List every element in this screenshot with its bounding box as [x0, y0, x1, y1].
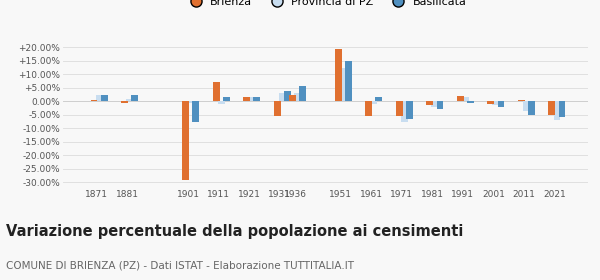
Bar	[294, 93, 301, 101]
Bar	[213, 82, 220, 101]
Bar	[95, 95, 103, 101]
Bar	[335, 49, 341, 101]
Bar	[365, 101, 372, 116]
Bar	[457, 96, 464, 101]
Bar	[376, 97, 382, 101]
Text: Variazione percentuale della popolazione ai censimenti: Variazione percentuale della popolazione…	[6, 224, 463, 239]
Bar	[121, 101, 128, 103]
Bar	[518, 100, 525, 101]
Bar	[289, 95, 296, 101]
Bar	[284, 90, 291, 101]
Bar	[370, 101, 377, 104]
Bar	[345, 61, 352, 101]
Bar	[279, 93, 286, 101]
Bar	[340, 67, 347, 101]
Bar	[528, 101, 535, 115]
Bar	[554, 101, 560, 120]
Bar	[274, 101, 281, 116]
Bar	[523, 101, 530, 111]
Bar	[218, 101, 224, 104]
Bar	[401, 101, 408, 122]
Bar	[182, 101, 189, 179]
Bar	[243, 97, 250, 101]
Bar	[427, 101, 433, 105]
Bar	[462, 97, 469, 101]
Legend: Brienza, Provincia di PZ, Basilicata: Brienza, Provincia di PZ, Basilicata	[180, 0, 471, 11]
Bar	[101, 95, 107, 101]
Bar	[193, 101, 199, 122]
Bar	[497, 101, 505, 107]
Bar	[223, 97, 230, 101]
Bar	[299, 87, 306, 101]
Bar	[406, 101, 413, 119]
Bar	[467, 101, 474, 103]
Bar	[487, 101, 494, 104]
Bar	[91, 100, 97, 101]
Bar	[396, 101, 403, 116]
Bar	[187, 101, 194, 103]
Bar	[493, 101, 499, 105]
Bar	[431, 101, 438, 107]
Bar	[131, 95, 138, 101]
Bar	[559, 101, 565, 118]
Bar	[548, 101, 556, 115]
Bar	[437, 101, 443, 109]
Bar	[248, 97, 255, 101]
Bar	[126, 99, 133, 101]
Text: COMUNE DI BRIENZA (PZ) - Dati ISTAT - Elaborazione TUTTITALIA.IT: COMUNE DI BRIENZA (PZ) - Dati ISTAT - El…	[6, 260, 354, 270]
Bar	[253, 97, 260, 101]
